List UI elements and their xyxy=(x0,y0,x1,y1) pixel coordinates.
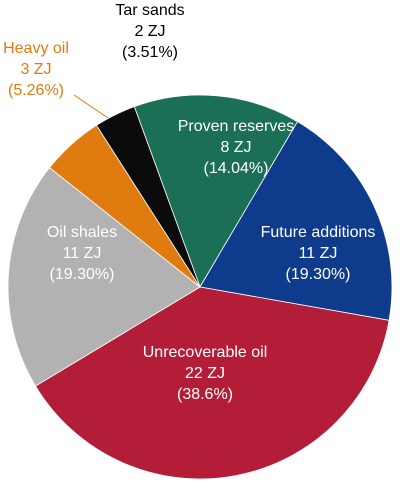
percent-label: (19.30%) xyxy=(50,266,115,283)
value-label: 11 ZJ xyxy=(63,245,102,262)
value-label: 3 ZJ xyxy=(20,61,51,78)
slice-label: Proven reserves xyxy=(178,118,295,135)
slice-label: Future additions xyxy=(261,224,376,241)
slice xyxy=(34,286,390,480)
percent-label: (5.26%) xyxy=(8,82,64,99)
value-label: 2 ZJ xyxy=(134,23,165,40)
labels: Proven reserves 8 ZJ (14.04%) Future additi… xyxy=(3,2,375,403)
leader-line xyxy=(73,94,109,119)
slice-label: Tar sands xyxy=(115,2,184,19)
slice xyxy=(95,106,201,288)
slice xyxy=(133,94,299,288)
slice-label: Oil shales xyxy=(47,224,117,241)
percent-label: (38.6%) xyxy=(177,386,233,403)
slice xyxy=(7,167,201,387)
slice xyxy=(199,121,393,321)
slice-label: Unrecoverable oil xyxy=(143,344,268,361)
value-label: 22 ZJ xyxy=(185,365,225,382)
pie xyxy=(7,94,393,480)
value-label: 8 ZJ xyxy=(220,139,251,156)
slice-label: Heavy oil xyxy=(3,40,69,57)
value-label: 11 ZJ xyxy=(299,245,338,262)
percent-label: (3.51%) xyxy=(122,44,178,61)
percent-label: (14.04%) xyxy=(204,160,269,177)
percent-label: (19.30%) xyxy=(286,266,351,283)
